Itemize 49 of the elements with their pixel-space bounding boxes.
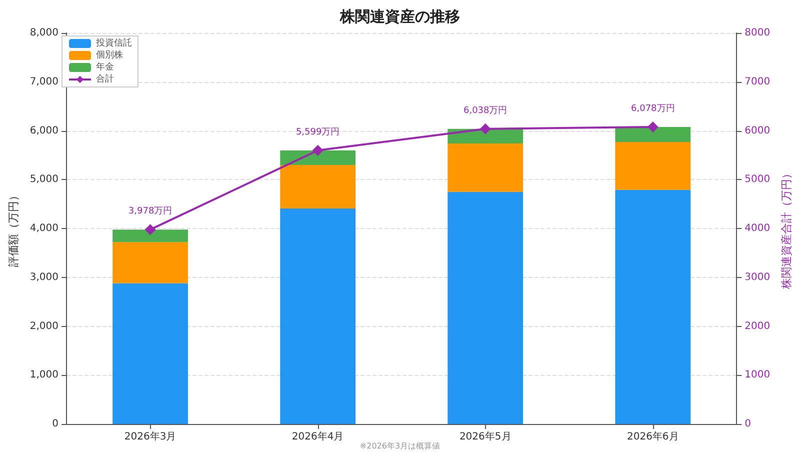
y2-tick-label: 8000 [744, 28, 770, 38]
bar [448, 143, 524, 192]
text: ※2026年3月は概算値 [360, 442, 440, 450]
bar [615, 190, 691, 424]
bar [280, 164, 356, 208]
data-label: 5,599万円 [296, 127, 340, 138]
y2-tick-label: 0 [744, 418, 752, 430]
y-tick-label: 1,000 [30, 370, 59, 381]
bar [615, 142, 691, 190]
legend-label: 投資信託 [95, 38, 132, 48]
legend-label: 年金 [96, 62, 114, 72]
y2-tick-label: 1000 [744, 370, 770, 381]
point [480, 123, 491, 134]
y-tick-label: 7,000 [30, 76, 59, 88]
y-tick-label: 8,000 [30, 28, 59, 38]
bar [112, 242, 188, 284]
bar [112, 283, 188, 424]
data-label: 6,078万円 [631, 104, 675, 114]
bar [615, 126, 691, 142]
y-axis-title: 評価額（万円） [7, 190, 20, 267]
data-label: 6,038万円 [463, 106, 508, 116]
data-label: 3,978万円 [128, 206, 172, 217]
y-tick-label: 3,000 [30, 272, 59, 283]
y2-tick-label: 6000 [744, 125, 770, 136]
y-tick-label: 0 [52, 418, 59, 430]
bar [280, 208, 356, 424]
bar [112, 230, 188, 242]
point [647, 121, 658, 132]
legend-label: 合計 [96, 74, 114, 84]
y-tick-label: 4,000 [30, 223, 59, 234]
point [312, 144, 324, 156]
x-tick-label: 2026年5月 [459, 430, 512, 442]
y2-tick-label: 7000 [744, 76, 770, 88]
point [144, 224, 156, 236]
y2-axis-title: 株関連資産合計（万円） [780, 168, 793, 290]
y-tick-label: 5,000 [30, 174, 59, 186]
bar [280, 150, 356, 165]
x-tick-label: 2026年3月 [124, 430, 176, 442]
y-tick-label: 6,000 [30, 125, 59, 136]
bar [448, 192, 524, 424]
y2-tick-label: 2000 [744, 320, 770, 332]
legend-label: 個別株 [96, 50, 123, 60]
x-tick-label: 2026年4月 [292, 430, 344, 442]
chart-title: 株関連資産の推移 [339, 8, 460, 26]
y2-tick-label: 4000 [744, 223, 770, 234]
y2-tick-label: 3000 [744, 272, 770, 283]
x-tick-label: 2026年6月 [626, 430, 679, 442]
y2-tick-label: 5000 [744, 174, 770, 186]
y-tick-label: 2,000 [30, 320, 59, 332]
